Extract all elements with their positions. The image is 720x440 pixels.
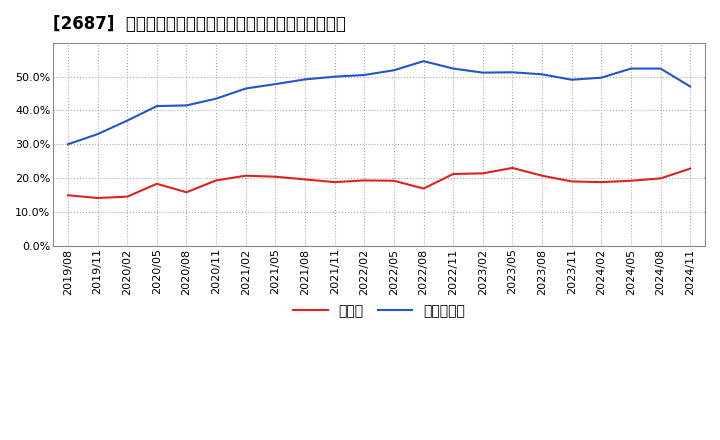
現預金 <box>686 166 695 171</box>
現預金 <box>123 194 132 199</box>
有利子負債 <box>360 72 369 77</box>
Text: [2687]  現預金、有利子負債の総資産に対する比率の推移: [2687] 現預金、有利子負債の総資産に対する比率の推移 <box>53 15 346 33</box>
現預金 <box>479 171 487 176</box>
有利子負債 <box>153 103 161 109</box>
現預金 <box>301 177 310 182</box>
現預金 <box>182 190 191 195</box>
現預金 <box>94 195 102 201</box>
現預金 <box>626 178 635 183</box>
有利子負債 <box>123 118 132 123</box>
有利子負債 <box>479 70 487 75</box>
Line: 有利子負債: 有利子負債 <box>68 61 690 144</box>
有利子負債 <box>686 84 695 89</box>
現預金 <box>567 179 576 184</box>
現預金 <box>241 173 250 178</box>
有利子負債 <box>567 77 576 82</box>
現預金 <box>656 176 665 181</box>
現預金 <box>597 180 606 185</box>
現預金 <box>538 173 546 178</box>
有利子負債 <box>94 132 102 137</box>
Legend: 現預金, 有利子負債: 現預金, 有利子負債 <box>287 299 471 324</box>
現預金 <box>153 181 161 187</box>
Line: 現預金: 現預金 <box>68 168 690 198</box>
有利子負債 <box>271 81 279 87</box>
有利子負債 <box>626 66 635 71</box>
現預金 <box>360 178 369 183</box>
現預金 <box>419 186 428 191</box>
現預金 <box>390 178 398 183</box>
有利子負債 <box>212 96 220 101</box>
有利子負債 <box>508 70 517 75</box>
現預金 <box>330 180 339 185</box>
有利子負債 <box>301 77 310 82</box>
有利子負債 <box>182 103 191 108</box>
有利子負債 <box>63 142 72 147</box>
有利子負債 <box>597 75 606 81</box>
現預金 <box>271 174 279 180</box>
有利子負債 <box>656 66 665 71</box>
現預金 <box>449 171 457 176</box>
有利子負債 <box>419 59 428 64</box>
現預金 <box>212 178 220 183</box>
現預金 <box>508 165 517 171</box>
有利子負債 <box>330 74 339 79</box>
有利子負債 <box>449 66 457 71</box>
有利子負債 <box>390 68 398 73</box>
有利子負債 <box>241 86 250 91</box>
現預金 <box>63 193 72 198</box>
有利子負債 <box>538 72 546 77</box>
